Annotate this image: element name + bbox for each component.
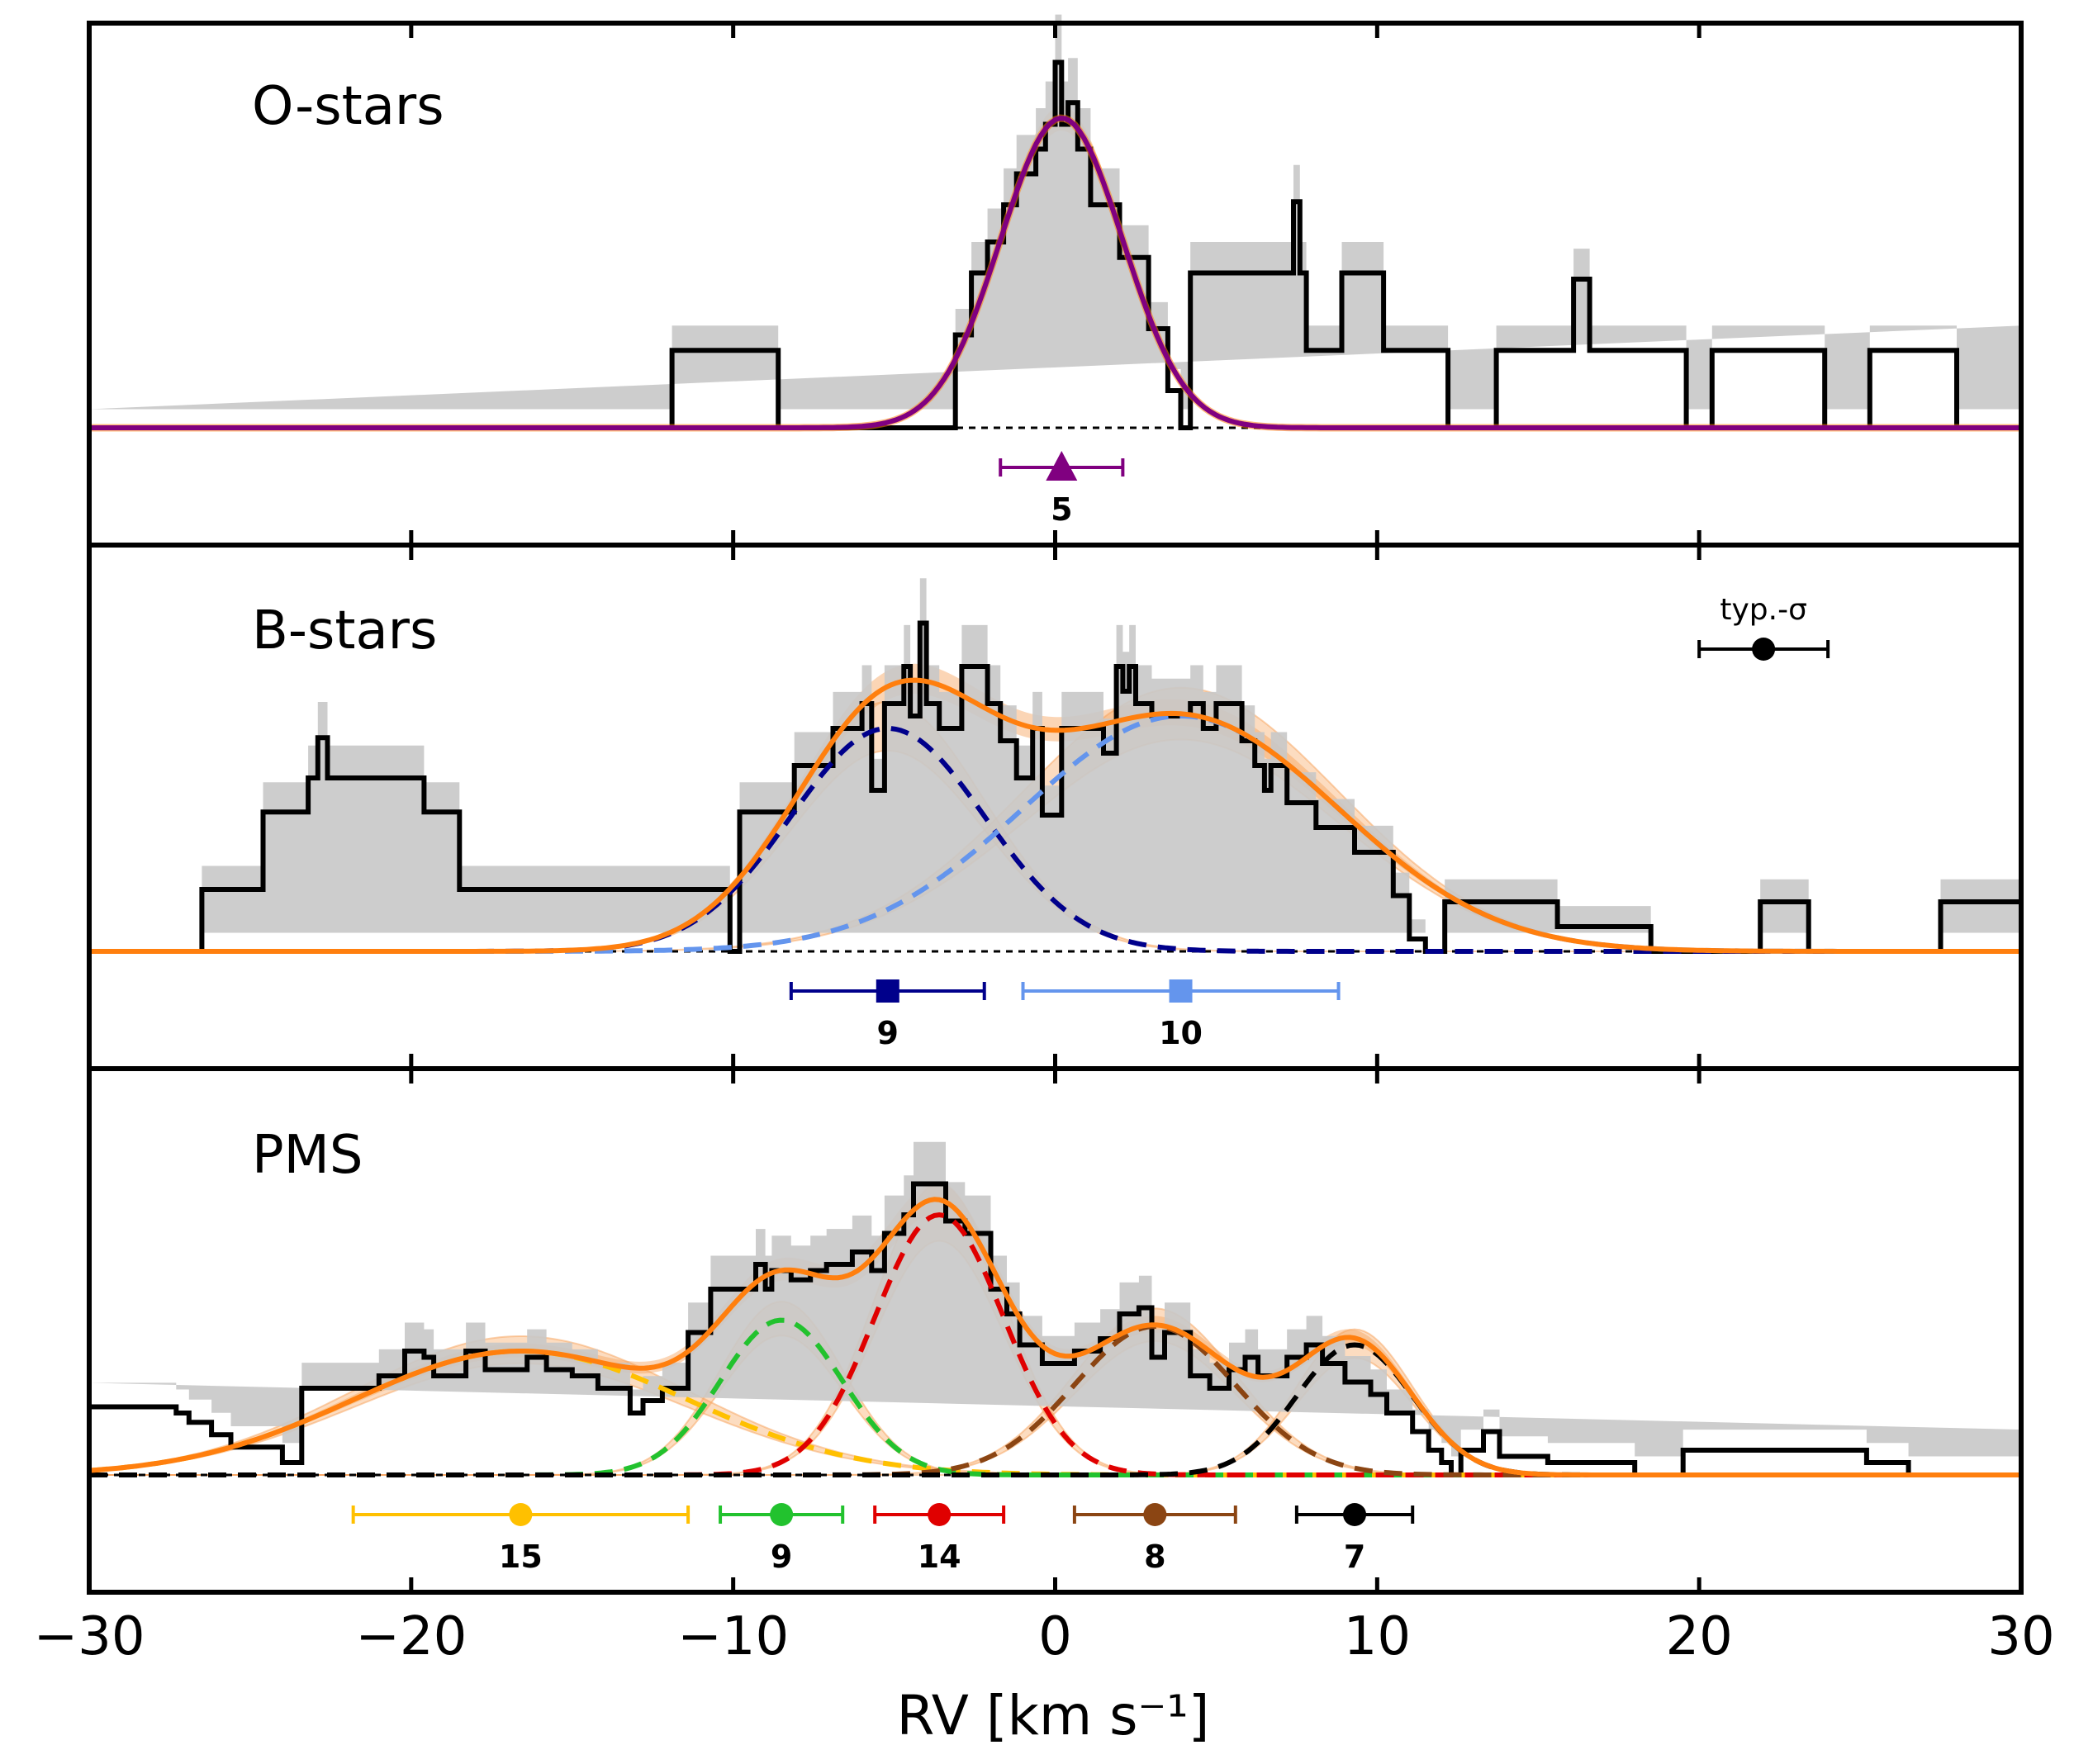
o-stars-histogram-shading: [89, 14, 2021, 410]
group-markers: [351, 451, 1830, 1526]
pms-group-2-marker: [719, 1503, 845, 1526]
pms-group-3-count: 14: [918, 1539, 961, 1575]
pms-group-1-point: [509, 1503, 533, 1526]
x-tick-label-3: 0: [1038, 1606, 1072, 1667]
pms-group-3-point: [928, 1503, 952, 1526]
pms-group-5-point: [1343, 1503, 1367, 1526]
o-stars-group-1-count: 5: [1051, 491, 1072, 528]
pms-group-1-count: 15: [499, 1539, 543, 1575]
pms-group-1-marker: [351, 1503, 691, 1526]
b-stars-group-2-count: 10: [1159, 1015, 1203, 1051]
b-stars-total-band: [89, 663, 2021, 951]
pms-group-2-count: 9: [771, 1539, 792, 1575]
typical-sigma-marker: [1697, 638, 1830, 661]
x-tick-label-0: −30: [33, 1606, 145, 1667]
pms-group-4-count: 8: [1144, 1539, 1165, 1575]
labels: O-stars B-stars PMS RV [km s⁻¹] 5 9 10 15 9 1…: [33, 76, 2054, 1747]
pms-group-3-marker: [873, 1503, 1006, 1526]
o-stars-group-1-marker: [999, 451, 1125, 481]
b-stars-group-1-marker: [789, 979, 986, 1003]
pms-total-band: [89, 1183, 2021, 1475]
panel-label-pms: PMS: [252, 1125, 363, 1186]
b-stars-group-2-point: [1169, 979, 1193, 1003]
x-axis-title: RV [km s⁻¹]: [896, 1684, 1209, 1747]
b-stars-group-2-marker: [1021, 979, 1341, 1003]
panel-label-o-stars: O-stars: [252, 76, 444, 137]
axes: [87, 21, 2024, 1595]
pms-histogram: [89, 1181, 2024, 1477]
pms-group-5-marker: [1294, 1503, 1415, 1526]
x-tick-label-5: 20: [1665, 1606, 1732, 1667]
b-stars-group-1-count: 9: [877, 1015, 899, 1051]
pms-group-4-marker: [1072, 1503, 1237, 1526]
pms-component-3-band: [89, 1183, 2021, 1476]
o-stars-fit-curve: [89, 116, 2021, 430]
b-stars-total-fit-curve: [89, 677, 2021, 954]
pms-group-2-point: [770, 1503, 794, 1526]
typical-sigma-label: typ.-σ: [1720, 593, 1807, 627]
x-tick-label-2: −10: [677, 1606, 789, 1667]
x-tick-label-6: 30: [1987, 1606, 2054, 1667]
b-stars-group-1-point: [876, 979, 899, 1003]
x-tick-label-4: 10: [1344, 1606, 1411, 1667]
b-stars-component-2-band: [89, 686, 2021, 952]
pms-group-4-point: [1143, 1503, 1167, 1526]
pms-component-5-curve: [89, 1342, 2021, 1477]
typical-sigma-point: [1752, 638, 1776, 661]
b-stars-component-2-curve: [89, 713, 2021, 954]
gaussian-fits: [88, 114, 2021, 1477]
b-stars-histogram-shading: [89, 578, 2021, 933]
pms-total-fit-curve: [88, 1197, 2021, 1477]
pms-group-5-count: 7: [1344, 1539, 1365, 1575]
x-tick-label-1: −20: [355, 1606, 467, 1667]
pms-component-5-band: [89, 1328, 2021, 1476]
x-axis-title-text: RV [km s⁻¹]: [896, 1684, 1209, 1747]
o-stars-group-1-point: [1046, 451, 1078, 481]
panel-label-b-stars: B-stars: [252, 600, 437, 662]
